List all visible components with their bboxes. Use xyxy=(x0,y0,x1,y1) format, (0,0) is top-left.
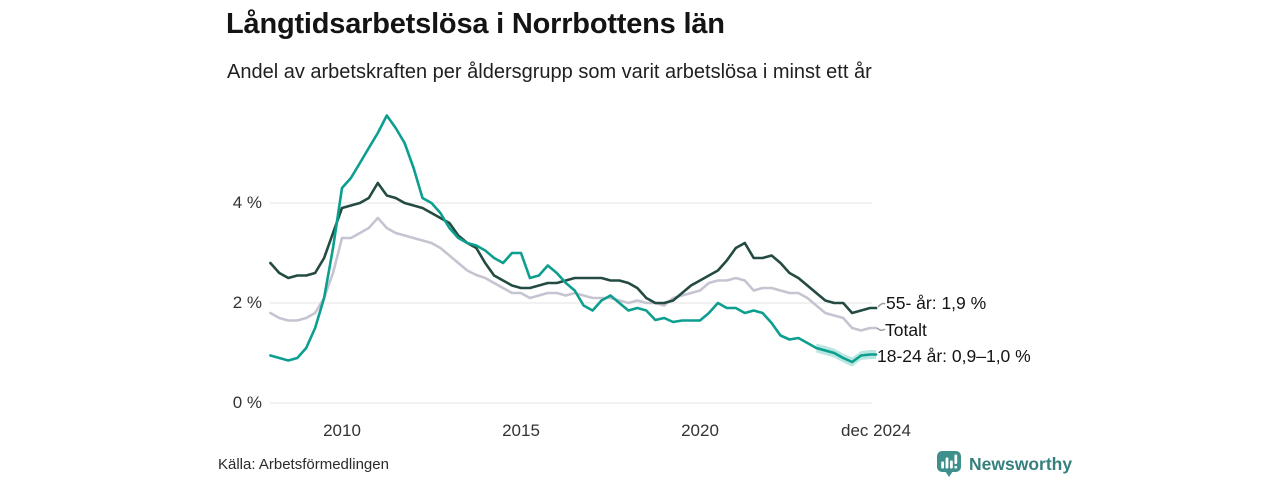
x-tick-dec-2024: dec 2024 xyxy=(841,421,911,440)
newsworthy-logo-icon xyxy=(937,451,961,477)
series-label-totalt: Totalt xyxy=(885,320,927,340)
leader-line-totalt xyxy=(876,327,886,331)
chart-title: Långtidsarbetslösa i Norrbottens län xyxy=(226,8,725,40)
brand-name: Newsworthy xyxy=(969,453,1073,474)
chart-subtitle: Andel av arbetskraften per åldersgrupp s… xyxy=(227,61,872,83)
brand-lockup: Newsworthy xyxy=(936,450,1072,478)
y-tick-2pct: 2 % xyxy=(232,293,262,312)
series-line-55--år xyxy=(269,181,878,315)
series-label-18-24-ar: 18-24 år: 0,9–1,0 % xyxy=(877,346,1031,366)
series-line-18-24-år xyxy=(269,114,878,364)
uncertainty-band-18-24 xyxy=(816,343,877,367)
series-line-Totalt xyxy=(269,216,878,332)
leader-line-55-ar xyxy=(877,302,886,308)
y-tick-0pct: 0 % xyxy=(232,393,262,412)
x-tick-2010: 2010 xyxy=(323,421,361,440)
y-tick-4pct: 4 % xyxy=(232,193,262,212)
series-label-55-ar: 55- år: 1,9 % xyxy=(886,293,987,313)
source-note: Källa: Arbetsförmedlingen xyxy=(218,456,389,473)
x-tick-2020: 2020 xyxy=(681,421,719,440)
x-tick-2015: 2015 xyxy=(502,421,540,440)
